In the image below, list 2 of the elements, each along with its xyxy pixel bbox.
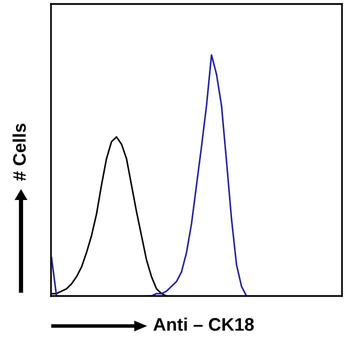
x-axis-title: Anti – CK18 — [153, 318, 254, 331]
y-axis-title: # Cells — [12, 124, 26, 181]
